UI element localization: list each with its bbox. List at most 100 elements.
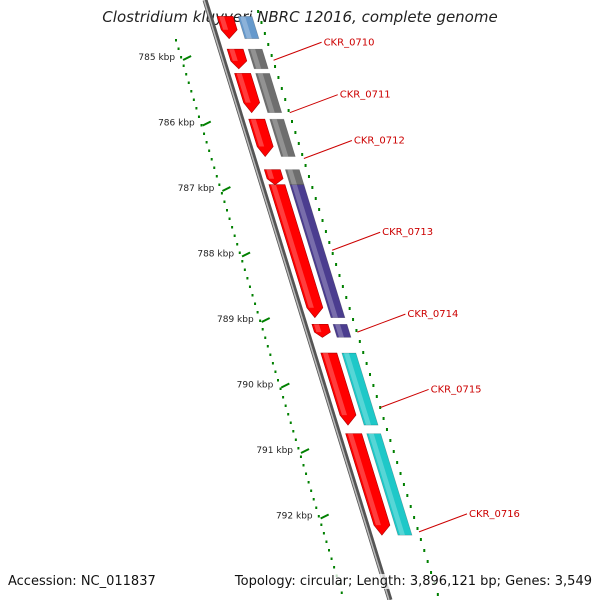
- outer-dot: [335, 263, 338, 266]
- feature-bar-shade: [334, 324, 345, 338]
- ruler-dot: [294, 438, 297, 441]
- ruler-label: 785 kbp: [138, 53, 175, 63]
- gene-label-leader: [380, 388, 429, 408]
- gene-label-leader: [273, 41, 322, 61]
- accession-text: Accession: NC_011837: [8, 574, 156, 589]
- gene-label-leader: [289, 94, 338, 114]
- label-layer: CKR_0710 CKR_0711 CKR_0712 CKR_0713 CKR_0714…: [273, 37, 520, 533]
- ruler-tick: [221, 186, 231, 192]
- outer-dot: [324, 230, 327, 233]
- outer-dot: [274, 65, 277, 68]
- ruler-dot: [226, 209, 228, 212]
- gene-arrow-shade: [266, 169, 275, 179]
- ruler-dot: [277, 379, 279, 382]
- feature-bar-shade: [240, 16, 252, 39]
- feature-bar-shade: [343, 353, 372, 426]
- ruler-dot: [315, 506, 318, 509]
- ruler-dot: [231, 226, 234, 229]
- gene-layer: [216, 16, 413, 536]
- backbone-layer: [202, 0, 439, 600]
- ruler-dot: [220, 192, 223, 195]
- outer-dot: [328, 241, 331, 244]
- ruler-dot: [195, 107, 198, 110]
- feature-bar: [269, 118, 296, 157]
- outer-dot: [267, 43, 270, 46]
- outer-dot: [257, 10, 260, 13]
- gene-label-leader: [418, 513, 468, 533]
- outer-dot: [307, 175, 310, 178]
- outer-dot: [382, 417, 385, 420]
- outer-dot: [270, 54, 273, 57]
- ruler-label: 792 kbp: [276, 512, 313, 522]
- ruler-dot: [261, 328, 264, 331]
- ruler-dot: [312, 498, 315, 501]
- backbone-line: [202, 0, 393, 600]
- outer-dot: [419, 538, 422, 541]
- ruler-dot: [307, 481, 310, 484]
- feature-bar: [341, 352, 379, 426]
- outer-dot: [423, 549, 426, 552]
- gene-label-leader: [303, 140, 353, 159]
- outer-dot: [416, 527, 419, 530]
- feature-bar-shade: [291, 184, 338, 318]
- feature-bar: [247, 48, 269, 70]
- ruler-dot: [215, 175, 218, 178]
- gene-label: CKR_0715: [431, 384, 482, 395]
- ruler-dot: [205, 141, 208, 144]
- gene-label: CKR_0712: [354, 136, 405, 147]
- ruler-dot: [271, 362, 274, 365]
- gene-label: CKR_0711: [340, 90, 391, 101]
- ruler-tick: [261, 317, 271, 323]
- ruler-dot: [180, 56, 183, 59]
- ruler-dot: [284, 404, 287, 407]
- ruler-dot: [320, 523, 323, 526]
- ruler-dot: [330, 557, 333, 560]
- ruler-dot: [248, 285, 251, 288]
- ruler-tick: [202, 120, 212, 127]
- ruler-dot: [310, 489, 313, 492]
- outer-dot: [436, 593, 439, 596]
- gene-label-leader: [357, 313, 406, 333]
- feature-bar-shade: [257, 73, 275, 113]
- outer-dot: [304, 164, 307, 167]
- ruler-dot: [203, 132, 206, 135]
- gene-label: CKR_0710: [324, 37, 375, 48]
- outer-dot: [291, 120, 293, 123]
- ruler-dot: [299, 455, 302, 458]
- ruler-label: 790 kbp: [237, 381, 274, 391]
- outer-dot: [314, 197, 317, 200]
- feature-bar-shade: [287, 169, 297, 185]
- ruler-dot: [274, 370, 277, 373]
- ruler-dot: [333, 566, 336, 569]
- ruler-dot: [177, 47, 180, 50]
- ruler-dot: [297, 447, 300, 450]
- ruler-dot: [243, 268, 246, 271]
- feature-bar: [255, 73, 283, 113]
- feature-bar: [237, 16, 260, 39]
- outer-dot: [392, 450, 395, 453]
- gene-label-leader: [331, 231, 381, 251]
- ruler-dot: [322, 532, 325, 535]
- outer-dot: [260, 21, 263, 24]
- outer-dot: [369, 373, 372, 376]
- outer-dot: [345, 296, 348, 299]
- outer-dot: [379, 406, 382, 409]
- ruler-dot: [208, 149, 211, 152]
- outer-dot: [355, 329, 358, 332]
- ruler-dot: [305, 472, 308, 475]
- ruler-dot: [279, 387, 282, 390]
- outer-dot: [372, 384, 375, 387]
- ruler-tick: [320, 513, 330, 520]
- ruler-label: 791 kbp: [256, 446, 293, 456]
- ruler-dot: [282, 396, 285, 399]
- ruler-dot: [197, 115, 200, 118]
- feature-bar: [332, 323, 352, 338]
- ruler-dot: [218, 183, 221, 186]
- outer-dot: [331, 252, 334, 255]
- feature-bar-shade: [368, 433, 406, 536]
- ruler-dot: [238, 251, 241, 254]
- gene-label: CKR_0716: [469, 509, 520, 520]
- ruler-tick: [280, 382, 290, 389]
- gene-arrow-shade: [250, 119, 265, 147]
